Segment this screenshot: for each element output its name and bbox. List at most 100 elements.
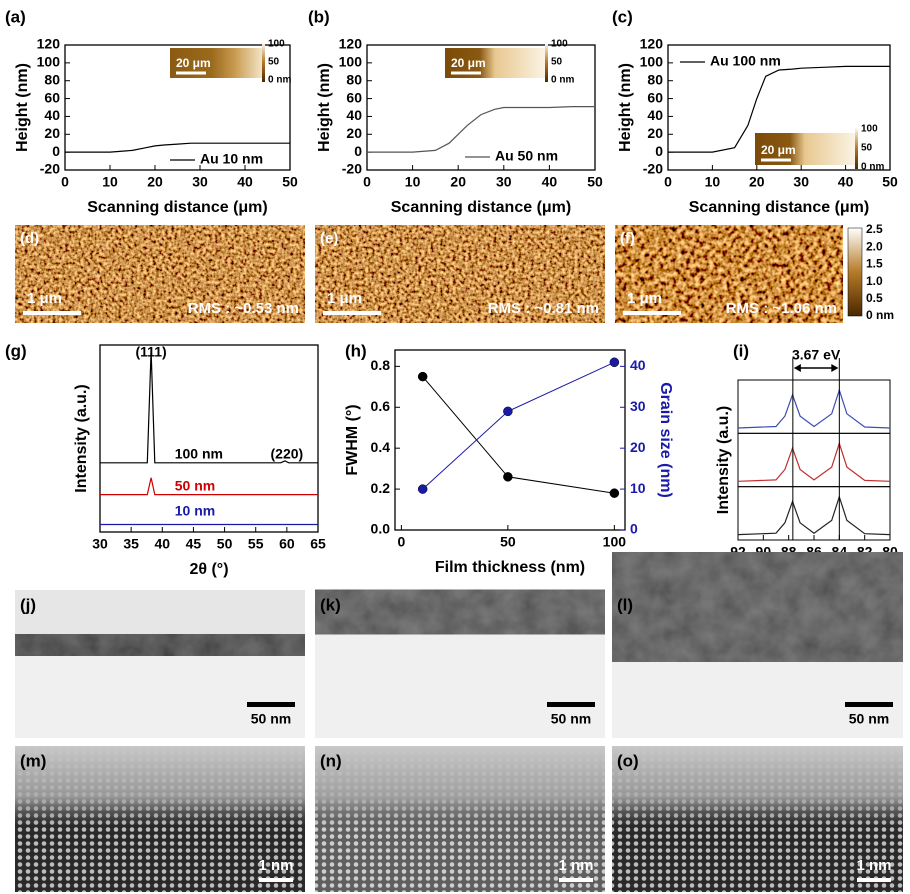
inset-colorbar-label: 0 nm xyxy=(551,75,574,86)
inset-scale-label: 20 μm xyxy=(761,143,796,157)
data-line xyxy=(668,65,890,153)
y-tick-label: 0 xyxy=(354,143,362,159)
tem-image xyxy=(315,589,605,738)
colorbar-label: 2.0 xyxy=(866,239,883,253)
afm-image xyxy=(315,225,605,323)
scale-bar-label: 50 nm xyxy=(849,711,889,727)
panel-label: (j) xyxy=(20,595,36,614)
y-tick-label: 60 xyxy=(346,89,362,105)
colorbar-label: 1.5 xyxy=(866,257,883,271)
x-tick-label: 50 xyxy=(500,534,516,550)
y-tick-label: 0 xyxy=(655,143,663,159)
x-axis-label: Scanning distance (μm) xyxy=(87,199,267,216)
panel-label: (d) xyxy=(20,230,39,247)
colorbar-label: 0 nm xyxy=(866,308,894,322)
y-axis-label: Height (nm) xyxy=(14,63,31,152)
tem-film-texture xyxy=(15,634,305,656)
panel-label: (m) xyxy=(20,751,46,770)
panel-label: (k) xyxy=(320,595,341,614)
subplot-frame xyxy=(737,486,891,541)
x-tick-label: 0 xyxy=(664,174,672,190)
colorbar-label: 0.5 xyxy=(866,291,883,305)
inset-colorbar xyxy=(262,42,265,82)
inset-scale-label: 20 μm xyxy=(451,56,486,70)
y-axis-label: Intensity (a.u.) xyxy=(73,384,90,492)
tem-image xyxy=(15,590,305,738)
annotation: (220) xyxy=(271,446,304,462)
x-tick-label: 20 xyxy=(749,174,765,190)
x-tick-label: 50 xyxy=(882,174,898,190)
afm-colorbar xyxy=(847,227,863,317)
x-tick-label: 40 xyxy=(237,174,253,190)
y-tick-label: 20 xyxy=(630,439,646,455)
y-axis-label: Intensity (a.u.) xyxy=(715,406,732,514)
y-tick-label: 10 xyxy=(630,480,646,496)
x-tick-label: 20 xyxy=(147,174,163,190)
inset-colorbar-label: 0 nm xyxy=(268,75,291,86)
scale-bar-label: 1 μm xyxy=(327,290,362,307)
inset-colorbar xyxy=(855,127,858,169)
x-tick-label: 100 xyxy=(603,534,627,550)
tem-film-texture xyxy=(612,552,903,662)
scale-bar-label: 1 μm xyxy=(627,290,662,307)
tem-image xyxy=(612,552,903,738)
y-tick-label: 80 xyxy=(44,71,60,87)
y-tick-label: 0.0 xyxy=(371,521,391,537)
y-tick-label: 20 xyxy=(647,125,663,141)
y-tick-label: 80 xyxy=(647,71,663,87)
x-axis-label: Scanning distance (μm) xyxy=(391,199,571,216)
colorbar-label: 1.0 xyxy=(866,274,883,288)
afm-image xyxy=(615,225,843,323)
scale-bar-label: 1 μm xyxy=(27,290,62,307)
scale-bar-label: 1 nm xyxy=(856,857,891,874)
x-tick-label: 30 xyxy=(192,174,208,190)
y-tick-label: 30 xyxy=(630,398,646,414)
x-tick-label: 45 xyxy=(186,536,202,552)
y-tick-label: -20 xyxy=(40,161,60,177)
y-tick-label: 20 xyxy=(346,125,362,141)
data-line xyxy=(367,106,595,153)
y-tick-label: 120 xyxy=(37,36,61,52)
scale-bar xyxy=(259,878,293,882)
x-tick-label: 35 xyxy=(123,536,139,552)
x-tick-label: 60 xyxy=(279,536,295,552)
scale-bar-label: 50 nm xyxy=(251,711,291,727)
panel-label: (o) xyxy=(617,751,639,770)
scale-bar xyxy=(845,702,893,707)
y-tick-label: 100 xyxy=(640,54,664,70)
data-line xyxy=(422,376,615,494)
inset-colorbar-label: 100 xyxy=(268,39,285,50)
y2-axis-label: Grain size (nm) xyxy=(657,382,674,498)
tem-film-texture xyxy=(315,589,605,635)
inset-colorbar-label: 50 xyxy=(268,57,280,68)
data-point xyxy=(503,406,513,417)
y-tick-label: -20 xyxy=(643,161,663,177)
data-line xyxy=(737,441,891,482)
x-tick-label: 50 xyxy=(217,536,233,552)
legend-label: Au 10 nm xyxy=(200,151,263,167)
panel-label: (c) xyxy=(612,7,633,26)
afm-image xyxy=(15,225,305,323)
x-tick-label: 10 xyxy=(405,174,421,190)
y-tick-label: 100 xyxy=(339,54,363,70)
y-tick-label: 40 xyxy=(630,357,646,373)
panel-label: (l) xyxy=(617,595,633,614)
data-line xyxy=(422,361,615,490)
subplot-frame xyxy=(737,432,891,488)
y-tick-label: 0 xyxy=(52,143,60,159)
x-tick-label: 50 xyxy=(587,174,603,190)
x-tick-label: 40 xyxy=(542,174,558,190)
inset-colorbar-label: 50 xyxy=(861,143,873,154)
hrtem-amorphous xyxy=(15,746,305,892)
legend-label: Au 50 nm xyxy=(495,148,558,164)
legend-label: Au 100 nm xyxy=(710,53,781,69)
data-point xyxy=(417,371,428,382)
x-tick-label: 0 xyxy=(397,534,405,550)
tem-substrate xyxy=(15,656,305,738)
data-point xyxy=(609,357,620,368)
y-tick-label: 0 xyxy=(630,521,638,537)
scale-bar xyxy=(247,702,295,707)
data-line xyxy=(737,388,891,429)
x-axis-label: Scanning distance (μm) xyxy=(689,199,869,216)
